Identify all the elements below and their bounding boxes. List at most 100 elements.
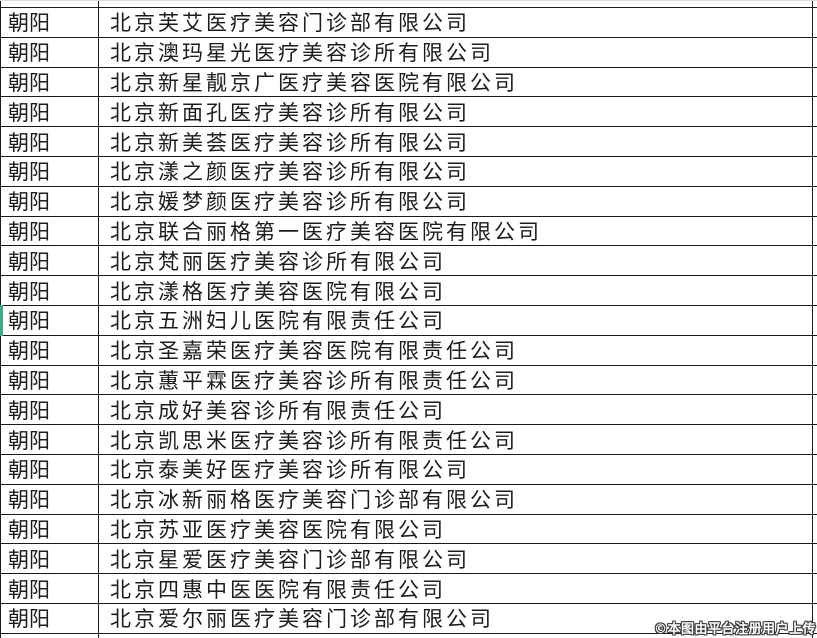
company-cell[interactable]: 北京星爱医疗美容门诊部有限公司 bbox=[99, 544, 813, 574]
district-cell[interactable]: 朝阳 bbox=[0, 97, 99, 127]
partial-district-cell bbox=[0, 1, 99, 7]
company-cell[interactable]: 北京冰新丽格医疗美容门诊部有限公司 bbox=[99, 484, 813, 514]
district-cell[interactable]: 朝阳 bbox=[0, 395, 99, 425]
table-row[interactable]: 朝阳 北京五洲妇儿医院有限责任公司 bbox=[0, 304, 817, 336]
company-text: 北京蕙平霖医疗美容诊所有限责任公司 bbox=[110, 368, 518, 393]
district-cell[interactable]: 朝阳 bbox=[0, 365, 99, 395]
district-text: 朝阳 bbox=[8, 488, 50, 513]
district-cell[interactable]: 朝阳 bbox=[0, 454, 99, 484]
partial-district-cell bbox=[0, 633, 99, 638]
company-text: 北京五洲妇儿医院有限责任公司 bbox=[110, 309, 446, 334]
district-cell[interactable]: 朝阳 bbox=[0, 544, 99, 574]
district-cell[interactable]: 朝阳 bbox=[0, 156, 99, 186]
company-text: 北京媛梦颜医疗美容诊所有限公司 bbox=[110, 190, 470, 215]
district-text: 朝阳 bbox=[8, 428, 50, 453]
table-row[interactable]: 朝阳 北京漾之颜医疗美容诊所有限公司 bbox=[0, 156, 817, 187]
table-row[interactable]: 朝阳 北京冰新丽格医疗美容门诊部有限公司 bbox=[0, 484, 817, 515]
company-cell[interactable]: 北京苏亚医疗美容医院有限公司 bbox=[99, 514, 813, 544]
district-cell[interactable]: 朝阳 bbox=[0, 8, 99, 37]
company-cell[interactable]: 北京梵丽医疗美容诊所有限公司 bbox=[99, 246, 813, 276]
district-text: 朝阳 bbox=[8, 458, 50, 483]
table-row[interactable]: 朝阳 北京梵丽医疗美容诊所有限公司 bbox=[0, 246, 817, 277]
table-row[interactable]: 朝阳 北京圣嘉荣医疗美容医院有限责任公司 bbox=[0, 335, 817, 366]
company-cell[interactable]: 北京成好美容诊所有限责任公司 bbox=[99, 395, 813, 425]
district-text: 朝阳 bbox=[8, 11, 50, 36]
district-cell[interactable]: 朝阳 bbox=[0, 216, 99, 246]
district-text: 朝阳 bbox=[8, 130, 50, 155]
district-text: 朝阳 bbox=[8, 279, 50, 304]
company-cell[interactable]: 北京媛梦颜医疗美容诊所有限公司 bbox=[99, 186, 813, 216]
table-row[interactable]: 朝阳 北京四惠中医医院有限责任公司 bbox=[0, 574, 817, 604]
edge-sliver bbox=[813, 1, 817, 7]
table-row[interactable]: 朝阳 北京芙艾医疗美容门诊部有限公司 bbox=[0, 8, 817, 38]
company-text: 北京新美荟医疗美容诊所有限公司 bbox=[110, 130, 470, 155]
district-text: 朝阳 bbox=[8, 577, 50, 602]
district-cell[interactable]: 朝阳 bbox=[0, 67, 99, 97]
company-cell[interactable]: 北京凯思米医疗美容诊所有限责任公司 bbox=[99, 425, 813, 454]
district-text: 朝阳 bbox=[8, 309, 50, 334]
edge-sliver bbox=[813, 187, 817, 216]
table-row[interactable]: 朝阳 北京新星靓京广医疗美容医院有限公司 bbox=[0, 67, 817, 98]
table-row[interactable]: 朝阳 北京漾格医疗美容医院有限公司 bbox=[0, 276, 817, 306]
edge-sliver bbox=[813, 217, 817, 246]
district-cell[interactable]: 朝阳 bbox=[0, 603, 99, 633]
company-cell[interactable]: 北京漾格医疗美容医院有限公司 bbox=[99, 276, 813, 305]
district-cell[interactable]: 朝阳 bbox=[0, 514, 99, 544]
company-text: 北京泰美好医疗美容诊所有限公司 bbox=[110, 458, 470, 483]
district-cell[interactable]: 朝阳 bbox=[0, 186, 99, 216]
edge-sliver bbox=[813, 38, 817, 67]
district-cell[interactable]: 朝阳 bbox=[0, 484, 99, 514]
company-text: 北京澳玛星光医疗美容诊所有限公司 bbox=[110, 41, 494, 66]
district-text: 朝阳 bbox=[8, 71, 50, 95]
table-row[interactable]: 朝阳 北京泰美好医疗美容诊所有限公司 bbox=[0, 454, 817, 485]
company-cell[interactable]: 北京联合丽格第一医疗美容医院有限公司 bbox=[99, 216, 813, 246]
district-cell[interactable]: 朝阳 bbox=[0, 335, 99, 365]
company-cell[interactable]: 北京新美荟医疗美容诊所有限公司 bbox=[99, 127, 813, 156]
table-row[interactable]: 朝阳 北京星爱医疗美容门诊部有限公司 bbox=[0, 544, 817, 575]
company-cell[interactable]: 北京四惠中医医院有限责任公司 bbox=[99, 574, 813, 603]
district-cell[interactable]: 朝阳 bbox=[0, 37, 99, 67]
table-row[interactable]: 朝阳 北京蕙平霖医疗美容诊所有限责任公司 bbox=[0, 365, 817, 396]
district-text: 朝阳 bbox=[8, 368, 50, 393]
company-cell[interactable]: 北京圣嘉荣医疗美容医院有限责任公司 bbox=[99, 335, 813, 365]
table-row[interactable]: 朝阳 北京媛梦颜医疗美容诊所有限公司 bbox=[0, 186, 817, 217]
company-cell[interactable]: 北京泰美好医疗美容诊所有限公司 bbox=[99, 454, 813, 484]
company-cell[interactable]: 北京爱尔丽医疗美容门诊部有限公司 bbox=[99, 603, 813, 633]
district-cell[interactable]: 朝阳 bbox=[0, 574, 99, 603]
district-cell[interactable]: 朝阳 bbox=[0, 305, 99, 335]
company-text: 北京梵丽医疗美容诊所有限公司 bbox=[110, 249, 446, 274]
edge-sliver bbox=[813, 515, 817, 544]
partial-company-cell bbox=[99, 633, 813, 638]
district-cell[interactable]: 朝阳 bbox=[0, 276, 99, 305]
company-text: 北京爱尔丽医疗美容门诊部有限公司 bbox=[110, 607, 494, 632]
company-cell[interactable]: 北京蕙平霖医疗美容诊所有限责任公司 bbox=[99, 365, 813, 395]
district-text: 朝阳 bbox=[8, 607, 50, 632]
table-row[interactable]: 朝阳 北京联合丽格第一医疗美容医院有限公司 bbox=[0, 216, 817, 247]
district-text: 朝阳 bbox=[8, 547, 50, 572]
company-cell[interactable]: 北京芙艾医疗美容门诊部有限公司 bbox=[99, 8, 813, 37]
edge-sliver bbox=[813, 455, 817, 484]
company-cell[interactable]: 北京漾之颜医疗美容诊所有限公司 bbox=[99, 156, 813, 186]
district-cell[interactable]: 朝阳 bbox=[0, 425, 99, 454]
company-cell[interactable]: 北京五洲妇儿医院有限责任公司 bbox=[99, 305, 813, 335]
district-cell[interactable]: 朝阳 bbox=[0, 127, 99, 156]
table-row[interactable]: 朝阳 北京新面孔医疗美容诊所有限公司 bbox=[0, 97, 817, 128]
company-text: 北京圣嘉荣医疗美容医院有限责任公司 bbox=[110, 339, 518, 364]
company-cell[interactable]: 北京澳玛星光医疗美容诊所有限公司 bbox=[99, 37, 813, 67]
edge-sliver bbox=[813, 366, 817, 395]
table-row[interactable]: 朝阳 北京新美荟医疗美容诊所有限公司 bbox=[0, 127, 817, 157]
table-row[interactable]: 朝阳 北京澳玛星光医疗美容诊所有限公司 bbox=[0, 37, 817, 68]
table-row[interactable]: 朝阳 北京凯思米医疗美容诊所有限责任公司 bbox=[0, 425, 817, 455]
district-cell[interactable]: 朝阳 bbox=[0, 246, 99, 276]
table-row[interactable]: 朝阳 北京爱尔丽医疗美容门诊部有限公司 bbox=[0, 603, 817, 634]
edge-sliver bbox=[813, 246, 817, 275]
table-row[interactable]: 朝阳 北京成好美容诊所有限责任公司 bbox=[0, 395, 817, 426]
company-text: 北京冰新丽格医疗美容门诊部有限公司 bbox=[110, 488, 518, 513]
company-cell[interactable]: 北京新星靓京广医疗美容医院有限公司 bbox=[99, 67, 813, 97]
company-text: 北京漾格医疗美容医院有限公司 bbox=[110, 279, 446, 304]
company-cell[interactable]: 北京新面孔医疗美容诊所有限公司 bbox=[99, 97, 813, 127]
company-text: 北京漾之颜医疗美容诊所有限公司 bbox=[110, 160, 470, 185]
table-row[interactable]: 朝阳 北京苏亚医疗美容医院有限公司 bbox=[0, 514, 817, 545]
